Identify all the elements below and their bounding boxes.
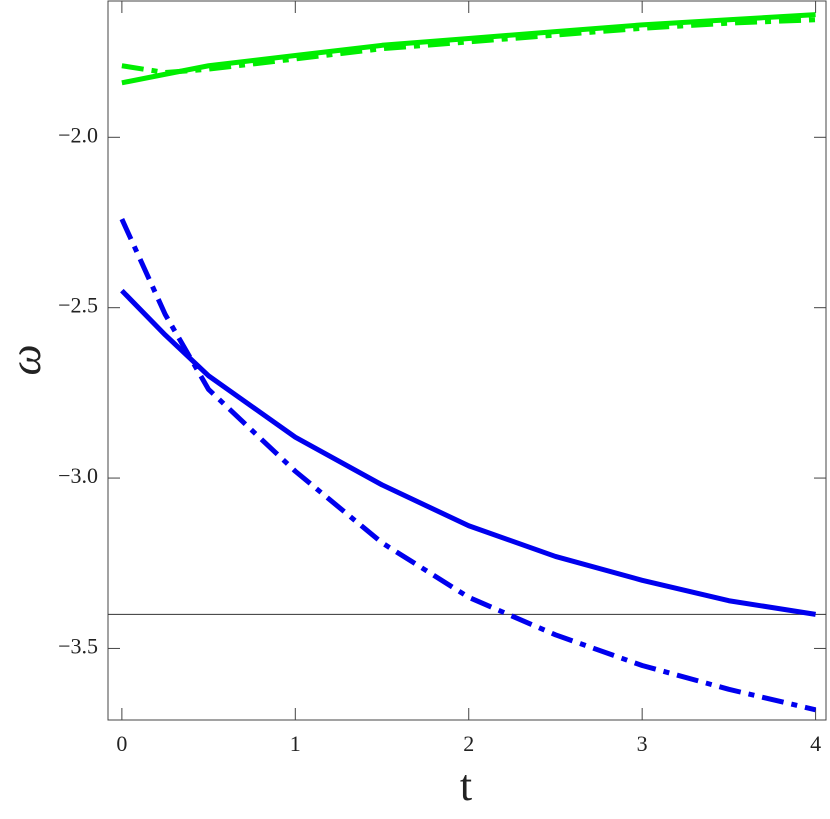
y-tick-label: −3.5 bbox=[58, 633, 98, 658]
x-tick-label: 0 bbox=[116, 731, 127, 756]
y-tick-label: −2.0 bbox=[58, 122, 98, 147]
series-line bbox=[119, 218, 817, 713]
y-tick-label: −3.0 bbox=[58, 463, 98, 488]
x-axis-label: t bbox=[460, 761, 472, 810]
series-line bbox=[120, 288, 816, 617]
x-tick-label: 4 bbox=[810, 731, 821, 756]
plot-frame bbox=[107, 0, 827, 721]
x-tick-label: 3 bbox=[637, 731, 648, 756]
x-tick-label: 2 bbox=[463, 731, 474, 756]
y-tick-label: −2.5 bbox=[58, 293, 98, 318]
x-tick-label: 1 bbox=[290, 731, 301, 756]
y-axis-label: ω bbox=[1, 344, 50, 375]
series-line bbox=[121, 17, 816, 76]
